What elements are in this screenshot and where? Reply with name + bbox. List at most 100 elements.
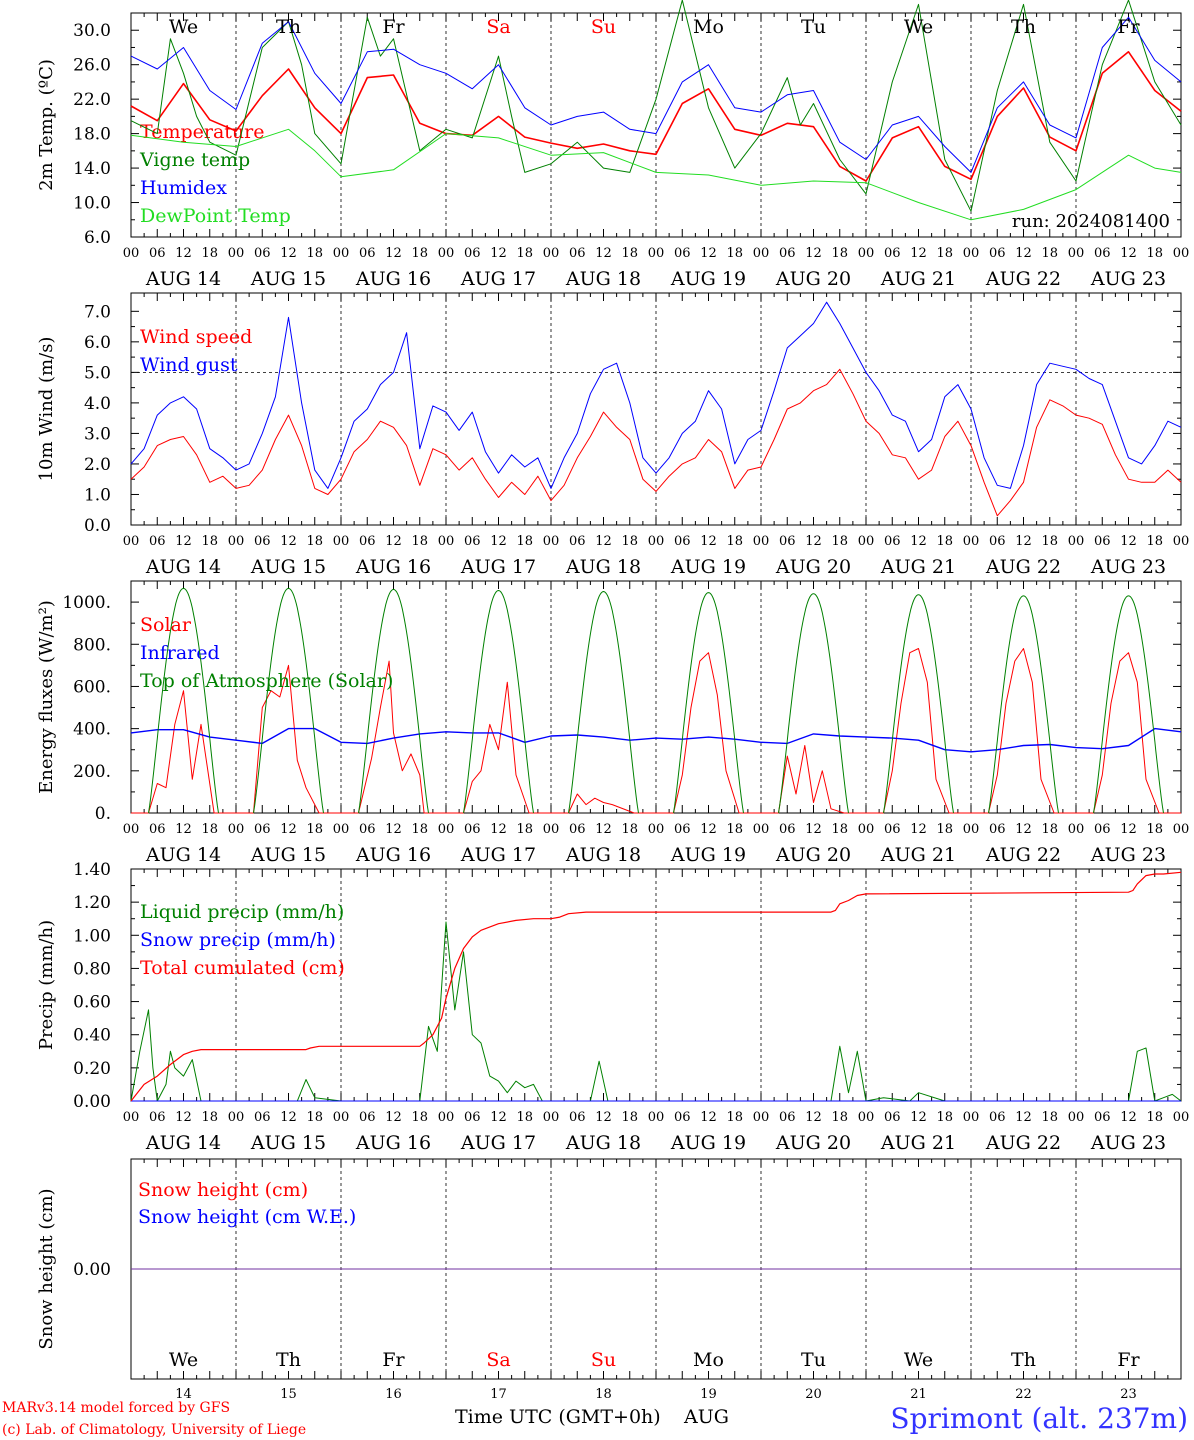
x-hour-label: 18	[831, 822, 848, 837]
weekday-label: Fr	[382, 16, 405, 38]
legend-precip-1: Snow precip (mm/h)	[140, 929, 336, 951]
x-hour-label: 06	[884, 246, 901, 261]
x-hour-label: 06	[1094, 246, 1111, 261]
x-hour-label: 12	[175, 534, 192, 549]
x-day-label: AUG 18	[565, 556, 641, 578]
x-hour-label: 06	[779, 246, 796, 261]
x-hour-label: 18	[726, 1110, 743, 1125]
series-line-temperature-1	[130, 0, 1182, 212]
x-day-label: AUG 15	[250, 556, 326, 578]
x-hour-label: 12	[385, 822, 402, 837]
x-hour-label: 06	[989, 534, 1006, 549]
y-tick-label: 400.	[73, 720, 111, 740]
y-tick-label: 0.00	[73, 1092, 111, 1112]
x-hour-label: 18	[516, 246, 533, 261]
x-hour-label: 06	[884, 822, 901, 837]
y-tick-label: 18.0	[73, 125, 111, 145]
weekday-label: Sa	[486, 1349, 510, 1371]
x-hour-label: 12	[700, 534, 717, 549]
x-hour-label: 18	[1041, 822, 1058, 837]
x-hour-label: 06	[674, 1110, 691, 1125]
x-hour-label: 00	[438, 246, 455, 261]
x-hour-label: 18	[306, 534, 323, 549]
y-tick-label: 14.0	[73, 159, 111, 179]
weekday-label: Tu	[801, 1349, 826, 1371]
x-hour-label: 12	[805, 534, 822, 549]
x-hour-label: 00	[123, 1110, 140, 1125]
weekday-label: We	[169, 1349, 198, 1371]
x-hour-label: 12	[1120, 534, 1137, 549]
legend-temperature-2: Humidex	[140, 177, 227, 199]
x-day-label: AUG 23	[1090, 844, 1166, 866]
y-axis-label: 2m Temp. (ºC)	[36, 59, 57, 191]
x-hour-label: 00	[1173, 1110, 1190, 1125]
x-hour-label: 06	[149, 822, 166, 837]
x-hour-label: 00	[858, 822, 875, 837]
y-tick-label: 600.	[73, 677, 111, 697]
x-hour-label: 12	[595, 1110, 612, 1125]
y-tick-label: 2.0	[84, 455, 111, 475]
x-day-label: AUG 16	[355, 556, 431, 578]
weekday-label: Th	[1011, 16, 1036, 38]
x-hour-label: 00	[858, 1110, 875, 1125]
x-hour-label: 18	[201, 822, 218, 837]
weekday-label: Tu	[801, 16, 826, 38]
series-line-precip-2	[130, 871, 1182, 1102]
x-hour-label: 18	[621, 1110, 638, 1125]
x-day-label: AUG 16	[355, 268, 431, 290]
x-hour-label: 06	[989, 1110, 1006, 1125]
weekday-label: We	[904, 16, 933, 38]
x-hour-label: 06	[779, 534, 796, 549]
x-hour-label: 00	[333, 1110, 350, 1125]
x-hour-label: 00	[648, 246, 665, 261]
x-hour-label: 00	[1173, 822, 1190, 837]
legend-temperature-1: Vigne temp	[139, 149, 250, 171]
x-hour-label: 00	[333, 246, 350, 261]
x-day-label: AUG 21	[880, 1132, 956, 1154]
x-hour-label: 12	[595, 246, 612, 261]
x-daynum-label: 21	[910, 1387, 927, 1402]
x-day-label: AUG 17	[460, 1132, 536, 1154]
panel-energy: 0. 200. 400. 600. 800. 1000.Energy fluxes (W/…	[36, 580, 1190, 866]
x-hour-label: 06	[254, 246, 271, 261]
x-hour-label: 06	[884, 1110, 901, 1125]
x-daynum-label: 22	[1015, 1387, 1032, 1402]
footer-model: MARv3.14 model forced by GFS	[2, 1400, 230, 1416]
x-hour-label: 06	[884, 534, 901, 549]
x-hour-label: 00	[438, 1110, 455, 1125]
x-hour-label: 06	[464, 246, 481, 261]
series-line-precip-0	[130, 921, 1182, 1102]
x-hour-label: 00	[1068, 1110, 1085, 1125]
x-hour-label: 18	[936, 534, 953, 549]
y-tick-label: 200.	[73, 762, 111, 782]
x-hour-label: 00	[648, 822, 665, 837]
x-hour-label: 18	[936, 1110, 953, 1125]
x-hour-label: 18	[1146, 822, 1163, 837]
x-hour-label: 06	[149, 534, 166, 549]
y-tick-label: 6.0	[84, 333, 111, 353]
x-hour-label: 18	[831, 246, 848, 261]
x-hour-label: 00	[963, 534, 980, 549]
x-hour-label: 06	[359, 1110, 376, 1125]
x-day-label: AUG 22	[985, 268, 1061, 290]
x-hour-label: 18	[1041, 534, 1058, 549]
x-hour-label: 18	[621, 822, 638, 837]
y-tick-label: 0.80	[73, 959, 111, 979]
x-hour-label: 18	[831, 1110, 848, 1125]
x-hour-label: 06	[254, 1110, 271, 1125]
x-hour-label: 06	[779, 1110, 796, 1125]
x-hour-label: 00	[753, 822, 770, 837]
x-hour-label: 06	[359, 246, 376, 261]
x-hour-label: 00	[1068, 822, 1085, 837]
x-hour-label: 00	[123, 822, 140, 837]
x-hour-label: 18	[936, 822, 953, 837]
y-tick-label: 1.40	[73, 860, 111, 880]
x-daynum-label: 23	[1120, 1387, 1137, 1402]
panel-wind: 0.0 1.0 2.0 3.0 4.0 5.0 6.0 7.0 10m Wind (m/s) Wi…	[36, 292, 1190, 578]
x-day-label: AUG 17	[460, 844, 536, 866]
x-daynum-label: 14	[175, 1387, 192, 1402]
weekday-label: Su	[591, 16, 616, 38]
x-day-label: AUG 19	[670, 556, 746, 578]
plot-frame	[130, 12, 1182, 238]
x-hour-label: 00	[1173, 534, 1190, 549]
